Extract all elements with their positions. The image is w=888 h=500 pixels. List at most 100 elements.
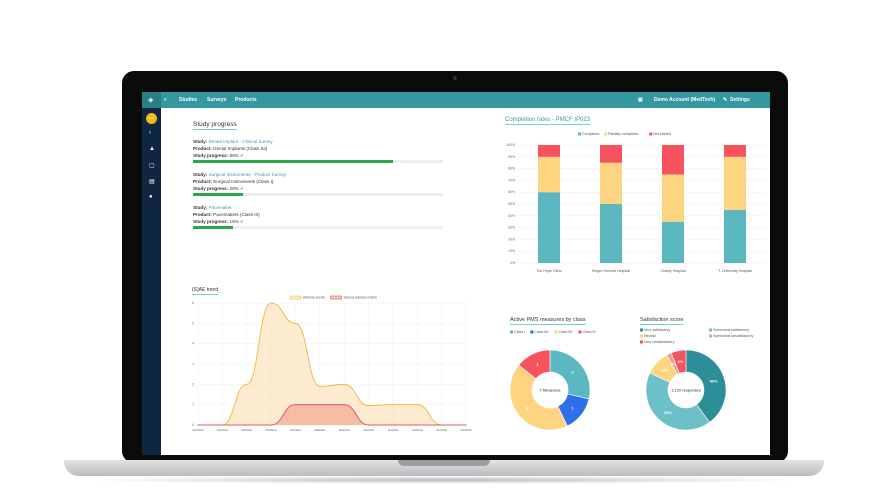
legend-swatch bbox=[709, 334, 712, 338]
legend-swatch bbox=[578, 132, 581, 136]
data-point bbox=[319, 404, 321, 406]
data-point bbox=[343, 383, 345, 385]
data-point bbox=[294, 404, 296, 406]
legend-swatch bbox=[530, 330, 534, 334]
legend-swatch bbox=[604, 132, 608, 136]
legend-label: Class I bbox=[514, 330, 525, 334]
laptop-base bbox=[64, 460, 824, 476]
menu-icon[interactable]: ≡ bbox=[164, 97, 167, 103]
data-point bbox=[246, 383, 248, 385]
legend-swatch bbox=[640, 340, 643, 344]
bar-segment bbox=[538, 156, 560, 193]
check-circle-icon: ✔ bbox=[240, 152, 244, 158]
laptop-notch bbox=[398, 460, 490, 466]
bar-segment bbox=[662, 221, 684, 263]
avatar[interactable]: DA bbox=[146, 113, 157, 124]
slice-label: 2 bbox=[572, 369, 575, 374]
document-icon[interactable]: ▤ bbox=[149, 179, 155, 185]
data-point bbox=[270, 302, 272, 304]
x-tick-label: Singer General Hospital bbox=[592, 269, 630, 273]
warning-icon[interactable]: ▲ bbox=[149, 146, 155, 152]
y-tick-label: 5 bbox=[192, 321, 194, 325]
study-label: Study: bbox=[193, 139, 208, 144]
x-tick-label: 11/2019 bbox=[388, 428, 399, 432]
y-tick-label: 100% bbox=[506, 143, 515, 147]
bar-segment bbox=[724, 209, 746, 263]
study-label: Study: bbox=[193, 172, 208, 177]
slice-label: 6% bbox=[678, 359, 684, 364]
study-link[interactable]: Surgical Instruments - Product Survey bbox=[208, 172, 286, 177]
laptop-shadow bbox=[80, 476, 808, 484]
bar-segment bbox=[662, 145, 684, 175]
study-link[interactable]: Dental Implant - Clinical Survey bbox=[208, 139, 273, 144]
legend-label: Completed bbox=[582, 132, 599, 136]
pms-title: Active PMS measures by class bbox=[510, 317, 586, 325]
note-icon[interactable]: ▢ bbox=[149, 163, 155, 169]
y-tick-label: 2 bbox=[192, 382, 194, 386]
product-name: Surgical Instruments (Class I) bbox=[213, 178, 274, 184]
y-tick-label: 0% bbox=[510, 261, 515, 265]
product-name: Pacemakers (Class III) bbox=[213, 211, 260, 217]
notifications-icon[interactable]: ▣ bbox=[638, 97, 643, 103]
legend-label: Adverse events bbox=[303, 296, 325, 300]
camera bbox=[453, 76, 457, 80]
slice-label: 42% bbox=[664, 410, 672, 415]
data-point bbox=[441, 424, 443, 426]
x-tick-label: 03/2019 bbox=[193, 428, 204, 432]
legend-swatch bbox=[289, 295, 302, 300]
nav-products[interactable]: Products bbox=[235, 97, 257, 103]
study-item: Study: Surgical Instruments - Product Su… bbox=[193, 172, 286, 192]
account-menu[interactable]: Demo Account (MedTech) bbox=[654, 97, 716, 103]
product-name: Dental Implants (Class IIa) bbox=[213, 145, 268, 151]
legend-label: Very satisfactory bbox=[644, 328, 671, 332]
check-circle-icon: ✔ bbox=[240, 218, 244, 224]
legend-swatch bbox=[709, 328, 712, 332]
study-item: Study: Dental Implant - Clinical Survey … bbox=[193, 139, 273, 159]
legend-label: Serious adverse events bbox=[344, 296, 378, 300]
slice-label: 2% bbox=[671, 361, 677, 366]
area-fill bbox=[198, 303, 466, 425]
progress-fill bbox=[193, 226, 233, 229]
wrench-icon: ✎ bbox=[723, 97, 728, 103]
settings-link[interactable]: Settings bbox=[730, 97, 750, 103]
y-tick-label: 30% bbox=[508, 226, 515, 230]
x-tick-label: 08/2019 bbox=[314, 428, 325, 432]
data-point bbox=[416, 404, 418, 406]
slice-label: 1 bbox=[572, 406, 575, 411]
data-point bbox=[368, 424, 370, 426]
legend-label: Somewhat satisfactory bbox=[713, 328, 749, 332]
progress-value: 20% bbox=[229, 185, 239, 191]
data-point bbox=[368, 405, 370, 407]
donut-slice bbox=[518, 349, 551, 380]
app-logo[interactable]: ◈ bbox=[142, 92, 161, 108]
donut-slice bbox=[509, 364, 568, 431]
legend-swatch bbox=[510, 330, 513, 334]
info-icon[interactable]: ● bbox=[149, 194, 153, 200]
data-point bbox=[319, 385, 321, 387]
x-tick-label: 04/2019 bbox=[217, 428, 228, 432]
legend-label: Very unsatisfactory bbox=[644, 340, 675, 344]
x-tick-label: 07/2019 bbox=[290, 428, 301, 432]
study-progress-title: Study progress bbox=[193, 121, 237, 130]
study-item: Study: Pacemaker Product: Pacemakers (Cl… bbox=[193, 205, 260, 225]
x-tick-label: The Hope Clinic bbox=[536, 269, 562, 273]
x-tick-label: 10/2019 bbox=[363, 428, 374, 432]
legend-swatch bbox=[578, 330, 582, 334]
area-fill bbox=[198, 404, 466, 425]
y-tick-label: 60% bbox=[508, 190, 515, 194]
study-link[interactable]: Pacemaker bbox=[208, 205, 232, 210]
collapse-icon[interactable]: ‹ bbox=[149, 130, 151, 136]
legend-swatch bbox=[649, 132, 653, 136]
progress-label: Study progress: bbox=[193, 152, 229, 158]
data-point bbox=[197, 424, 199, 426]
product-label: Product: bbox=[193, 178, 212, 184]
data-point bbox=[221, 424, 223, 426]
nav-surveys[interactable]: Surveys bbox=[207, 97, 227, 103]
y-tick-label: 80% bbox=[508, 167, 515, 171]
x-tick-label: 02/2020 bbox=[461, 428, 472, 432]
progress-value: 80% bbox=[229, 152, 239, 158]
data-point bbox=[416, 424, 418, 426]
completion-title: Completion rates - PMCF IP023 bbox=[505, 117, 591, 125]
nav-studies[interactable]: Studies bbox=[179, 97, 198, 103]
progress-bar bbox=[193, 160, 443, 163]
